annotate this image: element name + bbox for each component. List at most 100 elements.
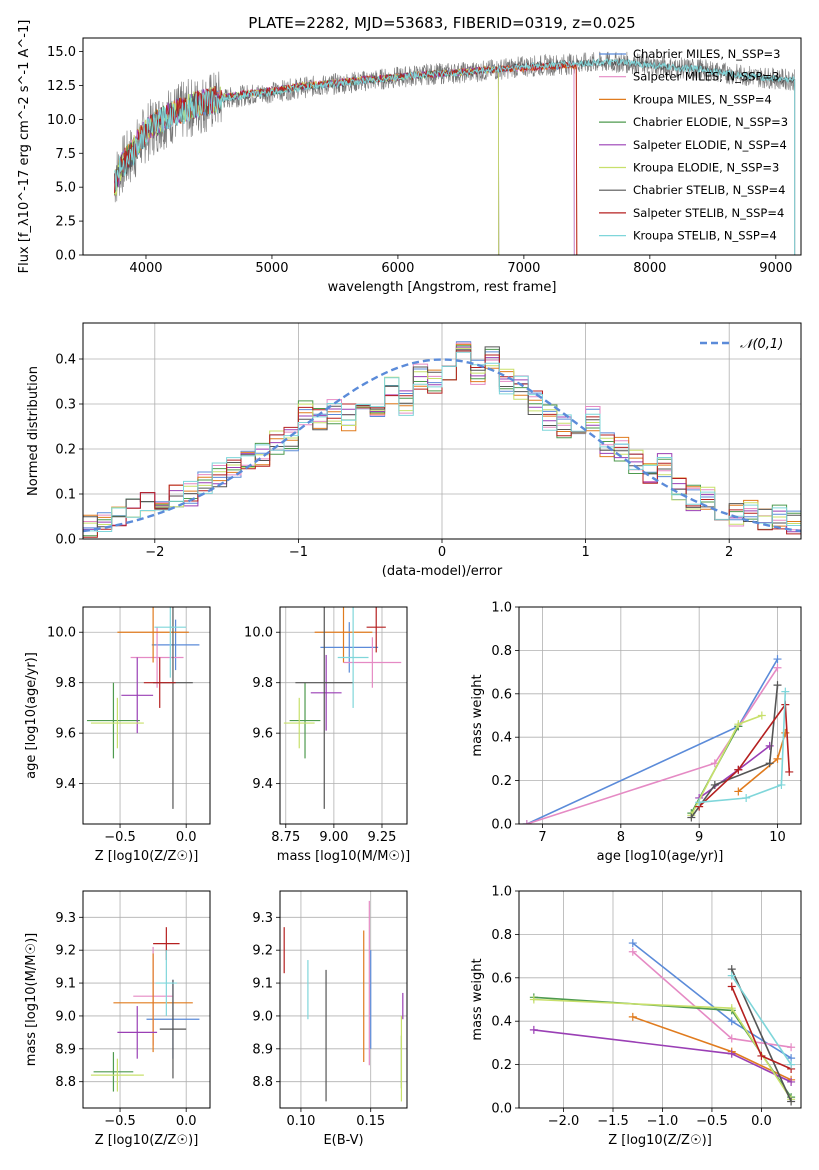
legend-entry: Kroupa STELIB, N_SSP=4	[633, 229, 777, 243]
x-tick-label: 8.75	[271, 830, 300, 845]
axes-frame	[279, 606, 408, 825]
x-tick-label: 0.10	[286, 1114, 315, 1129]
errorbar-point	[130, 627, 184, 688]
series-marker	[628, 939, 637, 948]
y-tick-label: 9.6	[252, 727, 273, 742]
y-tick-label: 0.0	[491, 818, 512, 833]
y-axis-label: age [log10(age/yr)]	[24, 652, 39, 779]
x-tick-label: 7000	[507, 261, 540, 276]
x-tick-label: 1	[581, 545, 589, 560]
y-tick-label: 10.0	[47, 626, 76, 641]
plot-area	[90, 927, 200, 1092]
errorbar-point	[337, 607, 369, 708]
y-tick-label: 0.2	[55, 443, 76, 458]
x-tick-label: 9.25	[368, 830, 397, 845]
y-tick-label: 8.8	[55, 1075, 76, 1090]
y-tick-label: 0.0	[491, 1102, 512, 1117]
y-tick-label: 10.0	[244, 626, 273, 641]
legend-entry: Chabrier ELODIE, N_SSP=3	[633, 115, 788, 129]
errorbar-point	[289, 682, 321, 759]
x-tick-label: −2	[145, 545, 164, 560]
y-tick-label: 0.8	[491, 644, 512, 659]
series-marker	[757, 1051, 766, 1060]
x-axis-label: mass [log10(M/M☉)]	[277, 849, 410, 864]
legend-entry: Salpeter MILES, N_SSP=3	[633, 70, 779, 84]
x-tick-label: 4000	[129, 261, 162, 276]
errorbar-point	[310, 654, 342, 731]
errorbar-point	[151, 619, 200, 671]
x-tick-label: −1.0	[647, 1114, 679, 1129]
series-marker	[773, 655, 782, 664]
legend-entry: Salpeter ELODIE, N_SSP=4	[633, 138, 787, 152]
series-marker	[734, 765, 743, 774]
axes-frame	[279, 890, 408, 1109]
legend-entry: Kroupa MILES, N_SSP=4	[633, 92, 772, 106]
y-tick-label: 9.4	[55, 777, 76, 792]
y-tick-label: 9.2	[55, 944, 76, 959]
y-tick-label: 0.0	[55, 249, 76, 264]
errorbar-point	[143, 657, 176, 708]
panel-mass_vs_Z: −0.5 0.0 8.8 8.9 9.0 9.1 9.2 9.3 Z [log10(Z/Z☉)]…	[24, 890, 211, 1148]
y-tick-label: 9.0	[252, 1009, 273, 1024]
series-marker	[773, 681, 782, 690]
y-tick-label: 0.4	[491, 731, 512, 746]
series-marker	[727, 971, 736, 980]
series-marker	[710, 780, 719, 789]
figure-title: PLATE=2282, MJD=53683, FIBERID=0319, z=0…	[248, 14, 635, 32]
normal-curve	[83, 358, 801, 533]
axes-frame	[518, 890, 802, 1109]
series-marker	[727, 1034, 736, 1043]
series-marker	[529, 1025, 538, 1034]
series-marker	[757, 711, 766, 720]
x-tick-label: 0	[438, 545, 446, 560]
y-tick-label: 0.4	[491, 1015, 512, 1030]
y-tick-label: 9.0	[55, 1009, 76, 1024]
x-tick-label: 0.0	[751, 1114, 772, 1129]
series-marker	[787, 1097, 796, 1106]
series-line	[698, 702, 791, 808]
y-tick-label: 0.4	[55, 353, 76, 368]
y-tick-label: 15.0	[47, 45, 76, 60]
legend-entry: 𝒩(0,1)	[740, 337, 783, 352]
y-tick-label: 0.1	[55, 488, 76, 503]
series-marker	[695, 798, 704, 807]
plot-area	[529, 939, 796, 1106]
series-marker	[787, 1077, 796, 1086]
panel-residuals: −2 −1 0 1 2 0.0 0.1 0.2 0.3 0.4 (data-model)/error…	[26, 322, 802, 579]
y-tick-label: 9.1	[55, 977, 76, 992]
x-axis-label: wavelength [Angstrom, rest frame]	[328, 280, 557, 295]
panel-weight_vs_age: 7 8 9 10 0.0 0.2 0.4 0.6 0.8 1.0 age [log10(age/yr…	[470, 601, 802, 864]
legend: Chabrier MILES, N_SSP=3 Salpeter MILES, N…	[599, 47, 788, 243]
y-tick-label: 9.8	[252, 676, 273, 691]
x-tick-label: 7	[538, 830, 546, 845]
panel-weight_vs_Z: −2.0 −1.5 −1.0 −0.5 0.0 0.0 0.2 0.4 0.6 0.8 1.0 Z […	[470, 885, 802, 1148]
y-tick-label: 1.0	[491, 601, 512, 616]
y-tick-label: 0.2	[491, 1058, 512, 1073]
x-axis-label: (data-model)/error	[382, 564, 503, 579]
errorbar-point	[90, 697, 144, 749]
legend-entry: Kroupa ELODIE, N_SSP=3	[633, 161, 779, 175]
series-marker	[727, 1004, 736, 1013]
series-marker	[781, 728, 790, 737]
axes-frame	[82, 890, 211, 1109]
errorbar-point	[121, 657, 154, 734]
y-tick-label: 2.5	[55, 215, 76, 230]
x-tick-label: 8000	[633, 261, 666, 276]
x-tick-label: 0.0	[176, 830, 197, 845]
y-tick-label: 0.6	[491, 687, 512, 702]
y-axis-label: Flux [f_λ10^-17 erg cm^-2 s^-1 A^-1]	[17, 20, 32, 274]
y-axis-label: mass weight	[470, 674, 485, 756]
errorbar-point	[90, 1058, 144, 1092]
errorbar-point	[320, 622, 379, 673]
x-tick-label: −0.5	[104, 830, 136, 845]
panel-mass_vs_EBV: 0.10 0.15 8.8 8.9 9.0 9.1 9.2 9.3 E(B-V)	[252, 890, 408, 1148]
x-tick-label: 5000	[255, 261, 288, 276]
y-tick-label: 0.2	[491, 774, 512, 789]
panel-spectrum: 4000 5000 6000 7000 8000 9000 0.0 2.5 5.0 7.5 10.0…	[17, 20, 802, 295]
y-tick-label: 0.3	[55, 398, 76, 413]
y-tick-label: 9.8	[55, 676, 76, 691]
y-axis-label: mass weight	[470, 958, 485, 1040]
axes-frame	[82, 322, 802, 540]
x-tick-label: 0.0	[176, 1114, 197, 1129]
